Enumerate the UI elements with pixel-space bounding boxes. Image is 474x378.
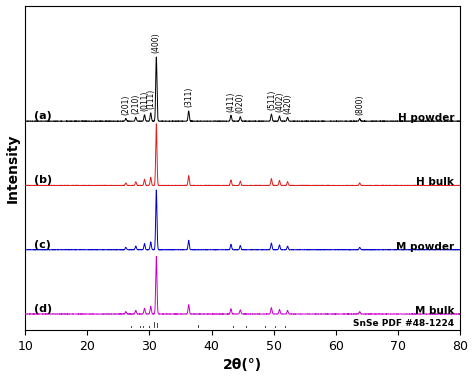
Text: (420): (420) — [283, 93, 292, 113]
Text: (402): (402) — [275, 92, 284, 112]
Text: (311): (311) — [184, 87, 193, 107]
Text: (011): (011) — [140, 91, 149, 111]
Text: (c): (c) — [35, 240, 51, 250]
Text: (b): (b) — [35, 175, 53, 185]
Y-axis label: Intensity: Intensity — [6, 133, 19, 203]
Text: (800): (800) — [355, 94, 364, 115]
Text: M powder: M powder — [396, 242, 454, 252]
Text: (411): (411) — [227, 91, 236, 112]
Text: H powder: H powder — [398, 113, 454, 123]
Text: (a): (a) — [35, 111, 52, 121]
Text: M bulk: M bulk — [415, 306, 454, 316]
Text: H bulk: H bulk — [416, 177, 454, 187]
Text: SnSe PDF #48-1224: SnSe PDF #48-1224 — [353, 319, 454, 328]
Text: (210): (210) — [131, 93, 140, 113]
X-axis label: 2θ(°): 2θ(°) — [223, 358, 262, 372]
Text: (020): (020) — [236, 92, 245, 113]
Text: (111): (111) — [146, 89, 155, 109]
Text: (511): (511) — [267, 90, 276, 110]
Text: (201): (201) — [121, 94, 130, 115]
Text: (d): (d) — [35, 304, 53, 314]
Text: (400): (400) — [152, 33, 161, 53]
